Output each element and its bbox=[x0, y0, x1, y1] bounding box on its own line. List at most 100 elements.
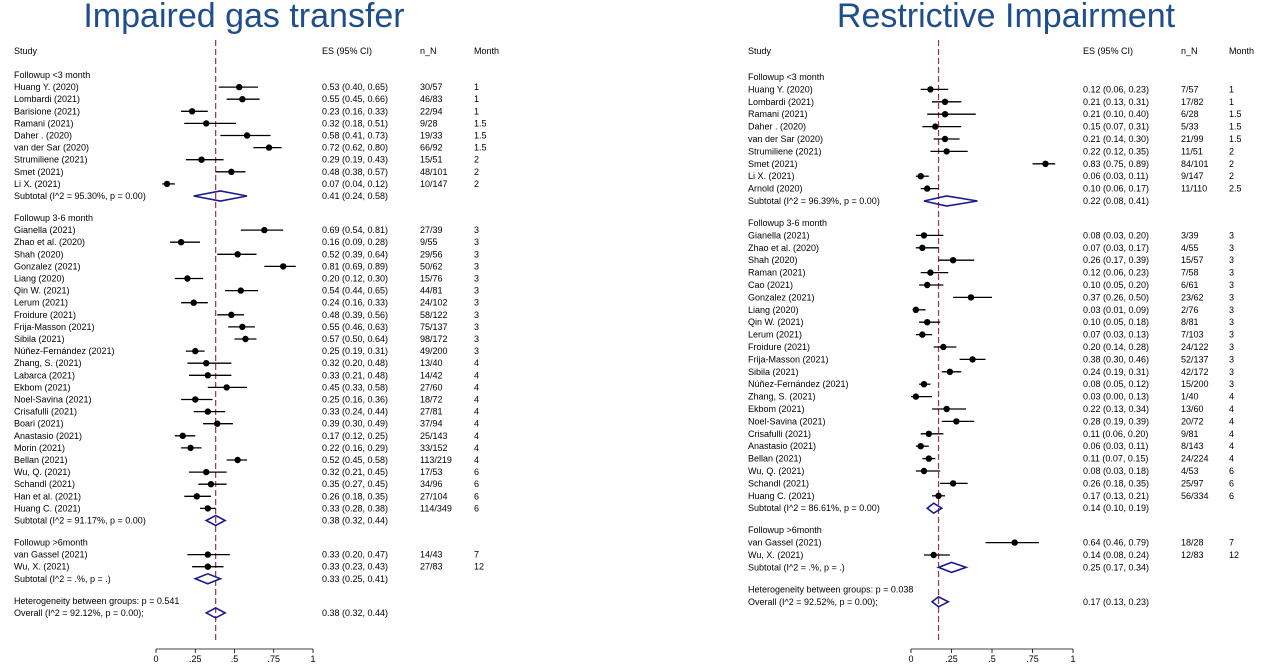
study-month: 4 bbox=[474, 395, 479, 405]
study-es-text: 0.48 (0.39, 0.56) bbox=[322, 310, 388, 320]
study-name: Arnold (2020) bbox=[748, 184, 803, 194]
study-name: van der Sar (2020) bbox=[14, 143, 89, 153]
study-n: 24/102 bbox=[420, 298, 448, 308]
study-n: 50/62 bbox=[420, 261, 443, 271]
study-month: 3 bbox=[1229, 280, 1234, 290]
study-n: 75/137 bbox=[420, 322, 448, 332]
study-es-text: 0.55 (0.45, 0.66) bbox=[322, 94, 388, 104]
study-name: Barisione (2021) bbox=[14, 106, 80, 116]
study-n: 7/58 bbox=[1181, 268, 1199, 278]
study-es-text: 0.14 (0.08, 0.24) bbox=[1083, 550, 1149, 560]
study-n: 52/137 bbox=[1181, 354, 1209, 364]
study-n: 15/200 bbox=[1181, 379, 1209, 389]
study-name: Wu, X. (2021) bbox=[14, 562, 69, 572]
study-name: Lombardi (2021) bbox=[748, 97, 814, 107]
study-month: 4 bbox=[474, 382, 479, 392]
study-es-text: 0.22 (0.12, 0.35) bbox=[1083, 146, 1149, 156]
study-month: 3 bbox=[474, 261, 479, 271]
study-estimate-point bbox=[912, 306, 920, 313]
study-estimate-point bbox=[204, 372, 212, 379]
study-name: Han et al. (2021) bbox=[14, 491, 81, 501]
x-tick-label: .75 bbox=[1026, 654, 1039, 664]
study-es-text: 0.07 (0.03, 0.13) bbox=[1083, 330, 1149, 340]
study-name: Daher . (2020) bbox=[14, 131, 72, 141]
study-n: 20/72 bbox=[1181, 416, 1204, 426]
study-n: 13/40 bbox=[420, 358, 443, 368]
study-estimate-point bbox=[179, 432, 186, 439]
study-month: 4 bbox=[474, 443, 479, 453]
study-estimate-point bbox=[163, 180, 171, 188]
study-es-text: 0.22 (0.16, 0.29) bbox=[322, 443, 388, 453]
study-month: 3 bbox=[1229, 255, 1234, 265]
study-month: 6 bbox=[474, 491, 479, 501]
study-estimate-point bbox=[924, 185, 931, 192]
study-n: 17/53 bbox=[420, 467, 443, 477]
column-header-es: ES (95% CI) bbox=[1083, 46, 1133, 56]
subtotal-label: Subtotal (I^2 = 86.61%, p = 0.00) bbox=[748, 503, 880, 513]
study-name: Zhao et al. (2020) bbox=[748, 243, 819, 253]
study-name: van Gassel (2021) bbox=[748, 538, 822, 548]
study-n: 9/55 bbox=[420, 237, 438, 247]
study-n: 33/152 bbox=[420, 443, 448, 453]
study-name: Liang (2020) bbox=[748, 305, 799, 315]
study-n: 58/122 bbox=[420, 310, 448, 320]
study-month: 3 bbox=[474, 310, 479, 320]
study-estimate-point bbox=[204, 563, 212, 570]
study-name: Boari (2021) bbox=[14, 419, 64, 429]
study-name: Crisafulli (2021) bbox=[14, 407, 77, 417]
study-es-text: 0.10 (0.05, 0.20) bbox=[1083, 280, 1149, 290]
study-name: Bellan (2021) bbox=[748, 454, 802, 464]
study-estimate-point bbox=[188, 108, 196, 115]
study-n: 34/96 bbox=[420, 479, 443, 489]
study-estimate-point bbox=[949, 480, 957, 487]
study-es-text: 0.21 (0.14, 0.30) bbox=[1083, 134, 1149, 144]
study-name: Gonzalez (2021) bbox=[14, 261, 81, 271]
study-n: 13/60 bbox=[1181, 404, 1204, 414]
study-estimate-point bbox=[204, 408, 212, 415]
study-n: 29/56 bbox=[420, 249, 443, 259]
x-tick-label: .5 bbox=[231, 654, 239, 664]
column-header-study: Study bbox=[14, 46, 38, 56]
study-es-text: 0.20 (0.14, 0.28) bbox=[1083, 342, 1149, 352]
study-es-text: 0.23 (0.16, 0.33) bbox=[322, 106, 388, 116]
study-name: Anastasio (2021) bbox=[748, 441, 816, 451]
study-month: 2 bbox=[1229, 171, 1234, 181]
study-month: 3 bbox=[474, 298, 479, 308]
study-month: 3 bbox=[1229, 317, 1234, 327]
study-estimate-point bbox=[967, 294, 975, 301]
study-n: 23/62 bbox=[1181, 292, 1204, 302]
study-es-text: 0.26 (0.17, 0.39) bbox=[1083, 255, 1149, 265]
study-n: 4/55 bbox=[1181, 243, 1199, 253]
study-es-text: 0.33 (0.28, 0.38) bbox=[322, 503, 388, 513]
study-n: 19/33 bbox=[420, 131, 443, 141]
study-es-text: 0.52 (0.39, 0.64) bbox=[322, 249, 388, 259]
study-es-text: 0.81 (0.69, 0.89) bbox=[322, 261, 388, 271]
study-es-text: 0.55 (0.46, 0.63) bbox=[322, 322, 388, 332]
group-label: Followup 3-6 month bbox=[14, 213, 93, 223]
study-name: Sibila (2021) bbox=[14, 334, 65, 344]
study-es-text: 0.38 (0.30, 0.46) bbox=[1083, 354, 1149, 364]
study-estimate-point bbox=[949, 257, 957, 264]
subtotal-es-text: 0.33 (0.25, 0.41) bbox=[322, 574, 388, 584]
study-n: 3/39 bbox=[1181, 230, 1199, 240]
study-es-text: 0.11 (0.07, 0.15) bbox=[1083, 454, 1148, 464]
study-month: 3 bbox=[474, 225, 479, 235]
study-estimate-point bbox=[969, 356, 976, 363]
study-n: 18/28 bbox=[1181, 538, 1204, 548]
study-es-text: 0.32 (0.18, 0.51) bbox=[322, 118, 388, 128]
study-es-text: 0.15 (0.07, 0.31) bbox=[1083, 122, 1149, 132]
study-es-text: 0.28 (0.19, 0.39) bbox=[1083, 416, 1149, 426]
study-n: 27/83 bbox=[420, 562, 443, 572]
study-estimate-point bbox=[1042, 160, 1049, 167]
study-month: 1 bbox=[474, 94, 479, 104]
x-tick-label: .75 bbox=[267, 654, 280, 664]
study-name: Núñez-Fernández (2021) bbox=[14, 346, 115, 356]
study-es-text: 0.24 (0.16, 0.33) bbox=[322, 298, 388, 308]
study-n: 4/53 bbox=[1181, 466, 1199, 476]
study-es-text: 0.29 (0.19, 0.43) bbox=[322, 155, 388, 165]
study-estimate-point bbox=[279, 263, 287, 270]
study-estimate-point bbox=[940, 343, 947, 351]
study-name: Daher . (2020) bbox=[748, 122, 806, 132]
study-month: 3 bbox=[1229, 292, 1234, 302]
study-name: van Gassel (2021) bbox=[14, 550, 88, 560]
